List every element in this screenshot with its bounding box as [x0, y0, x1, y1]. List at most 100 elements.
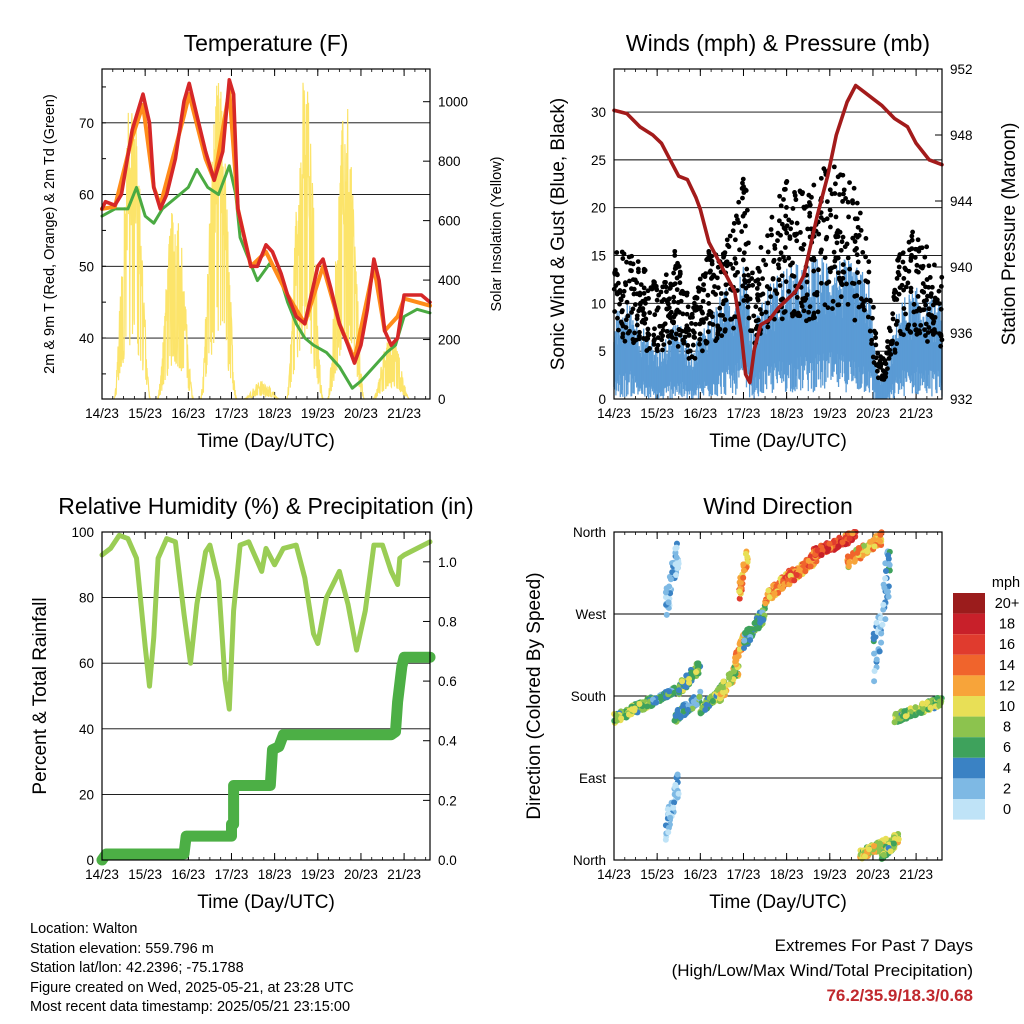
- direction-ylabel: Direction (Colored By Speed): [524, 572, 545, 819]
- direction-point: [839, 539, 846, 546]
- direction-point: [670, 804, 677, 811]
- gust-point: [653, 283, 659, 289]
- direction-point: [709, 697, 716, 704]
- gust-point: [777, 283, 783, 288]
- direction-point: [887, 848, 894, 855]
- x-tick-label: 15/23: [640, 867, 674, 882]
- gust-point: [623, 325, 629, 330]
- y-tick-label: 50: [79, 259, 94, 274]
- gust-point: [759, 311, 765, 317]
- gust-point: [690, 342, 696, 348]
- direction-point: [663, 611, 670, 618]
- gust-point: [910, 229, 916, 235]
- gust-point: [865, 314, 871, 320]
- humidity-title: Relative Humidity (%) & Precipitation (i…: [58, 493, 473, 519]
- gust-point: [852, 216, 858, 222]
- gust-point: [840, 172, 846, 178]
- gust-point: [684, 323, 690, 329]
- direction-point: [644, 703, 651, 710]
- direction-point: [878, 639, 885, 646]
- gust-point: [833, 234, 839, 240]
- direction-point: [662, 589, 669, 596]
- gust-point: [903, 311, 908, 317]
- data-timestamp: Most recent data timestamp: 2025/05/21 2…: [30, 999, 351, 1015]
- gust-point: [615, 315, 620, 321]
- direction-point: [791, 577, 798, 584]
- gust-point: [873, 335, 878, 341]
- gust-point: [914, 262, 920, 268]
- gust-point: [686, 332, 692, 338]
- gust-point: [753, 326, 759, 332]
- gust-point: [763, 262, 769, 268]
- gust-point: [776, 265, 782, 271]
- gust-point: [781, 197, 786, 202]
- y2-tick-label: 0.2: [438, 793, 457, 808]
- direction-point: [866, 846, 873, 853]
- gust-point: [774, 291, 780, 296]
- x-tick-label: 19/23: [813, 867, 847, 882]
- gust-point: [621, 251, 627, 257]
- gust-point: [764, 284, 770, 289]
- gust-point: [742, 211, 748, 216]
- gust-point: [840, 269, 846, 275]
- gust-point: [634, 280, 640, 285]
- gust-point: [867, 328, 873, 334]
- gust-point: [744, 207, 750, 213]
- y-tick-label: 5: [598, 344, 606, 359]
- direction-point: [873, 656, 880, 663]
- x-tick-label: 14/23: [85, 406, 119, 421]
- legend-unit: mph: [992, 575, 1020, 591]
- direction-point: [675, 790, 682, 797]
- solar-day-line: [199, 82, 238, 400]
- gust-point: [705, 329, 711, 335]
- gust-point: [743, 223, 748, 229]
- direction-point: [725, 681, 732, 688]
- gust-point: [828, 224, 833, 230]
- gust-point: [905, 280, 911, 286]
- gust-point: [871, 304, 876, 310]
- gust-point: [777, 193, 783, 199]
- y-tick-label: North: [573, 853, 606, 868]
- gust-point: [778, 232, 783, 238]
- gust-point: [675, 344, 681, 349]
- gust-point: [794, 220, 800, 226]
- gust-point: [745, 272, 751, 278]
- gust-point: [664, 299, 670, 305]
- gust-point: [801, 308, 807, 314]
- direction-point: [845, 563, 852, 570]
- direction-point: [736, 595, 743, 602]
- gust-point: [885, 339, 890, 344]
- gust-point: [697, 306, 703, 312]
- direction-point: [688, 669, 695, 676]
- gust-point: [707, 308, 713, 314]
- gust-point: [790, 206, 796, 211]
- gust-point: [926, 263, 932, 269]
- direction-xlabel: Time (Day/UTC): [709, 892, 847, 913]
- gust-point: [863, 236, 869, 241]
- gust-point: [901, 276, 907, 281]
- x-tick-label: 19/23: [813, 406, 847, 421]
- direction-point: [867, 538, 874, 545]
- gust-point: [715, 285, 721, 291]
- gust-point: [831, 164, 837, 170]
- gust-point: [938, 306, 944, 312]
- gust-point: [840, 234, 846, 240]
- temperature-ylabel: 2m & 9m T (Red, Orange) & 2m Td (Green): [42, 94, 58, 374]
- gust-point: [798, 245, 804, 251]
- gust-point: [894, 341, 900, 347]
- gust-point: [874, 368, 880, 374]
- x-tick-label: 18/23: [258, 867, 292, 882]
- x-tick-label: 16/23: [171, 406, 205, 421]
- gust-point: [617, 288, 623, 293]
- gust-point: [736, 220, 742, 225]
- plot-frame: [101, 531, 431, 861]
- gust-point: [677, 273, 682, 279]
- x-tick-label: 20/23: [344, 867, 378, 882]
- gust-point: [652, 336, 657, 342]
- gust-point: [755, 266, 761, 271]
- x-tick-label: 18/23: [770, 406, 804, 421]
- direction-point: [740, 574, 747, 581]
- gust-point: [815, 309, 821, 315]
- extremes-subtitle: (High/Low/Max Wind/Total Precipitation): [671, 961, 973, 980]
- gust-point: [915, 237, 921, 243]
